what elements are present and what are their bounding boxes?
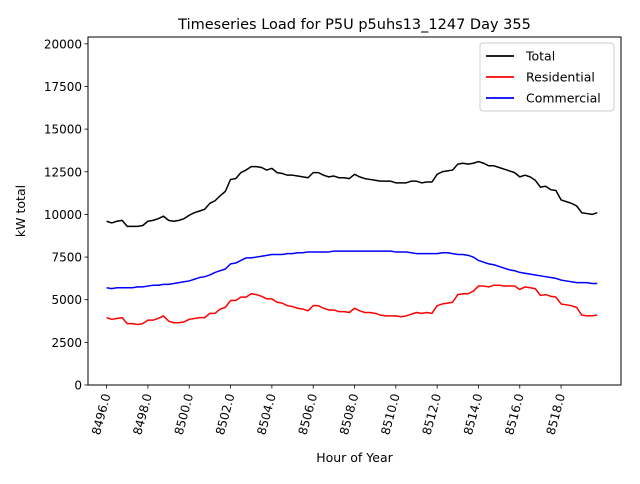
y-axis-ticks: 0 2500 5000 7500 10000 12500 15000 17500 20000 [44, 37, 88, 393]
y-tick-label: 12500 [44, 165, 82, 179]
y-axis-label: kW total [13, 185, 28, 237]
series-line-residential [106, 284, 598, 326]
chart-title: Timeseries Load for P5U p5uhs13_1247 Day… [177, 17, 531, 33]
y-tick-label: 15000 [44, 123, 82, 137]
y-tick-label: 0 [74, 379, 82, 393]
y-tick-label: 2500 [51, 336, 82, 350]
series-line-commercial [106, 250, 598, 290]
y-tick-label: 7500 [51, 251, 82, 265]
y-tick-label: 20000 [44, 37, 82, 51]
y-tick-label: 10000 [44, 208, 82, 222]
y-tick-label: 5000 [51, 293, 82, 307]
x-axis-label: Hour of Year [316, 450, 393, 465]
series-layer [106, 160, 598, 326]
legend-box [479, 42, 615, 112]
legend-entries: Total Residential Commercial [486, 49, 601, 106]
legend-label-residential: Residential [526, 70, 595, 85]
legend: Total Residential Commercial [479, 42, 615, 112]
legend-label-commercial: Commercial [526, 91, 601, 106]
y-tick-label: 17500 [44, 80, 82, 94]
series-line-total [106, 160, 598, 228]
legend-label-total: Total [525, 49, 555, 64]
